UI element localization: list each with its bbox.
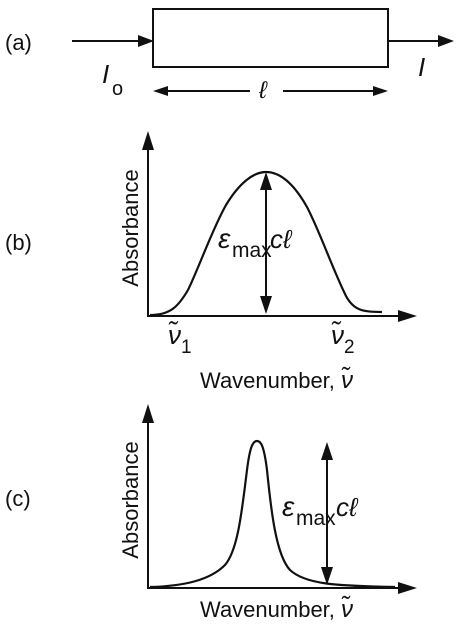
panel-a: (a) I o I ℓ (5, 8, 454, 104)
panel-b-y-axis-label: Absorbance (118, 169, 143, 286)
panel-b-label: (b) (5, 230, 32, 255)
panel-b-peak-concentration-length: cℓ (270, 224, 293, 254)
transmitted-beam-arrowhead (438, 35, 454, 47)
panel-b-tick-nu1-subscript: 1 (181, 337, 192, 358)
incident-intensity-subscript: o (112, 78, 123, 100)
path-length-label: ℓ (258, 77, 268, 104)
panel-b-x-axis-label: Wavenumber, ν̃ (200, 367, 353, 394)
panel-c-peak-concentration-length: cℓ (336, 492, 359, 522)
panel-c-sharp-absorption-band (149, 439, 396, 589)
incident-beam-arrowhead (138, 35, 154, 47)
panel-c-peak-height-bottom-arrowhead (321, 567, 333, 585)
path-length-left-arrowhead (153, 86, 168, 96)
panel-b-tick-nu2: ν̃ (331, 320, 344, 350)
panel-b-peak-epsilon: ε (218, 223, 231, 254)
panel-c-peak-epsilon: ε (282, 491, 295, 522)
path-length-right-arrowhead (373, 86, 388, 96)
panel-c-peak-subscript: max (296, 507, 336, 530)
panel-c-peak-height-top-arrowhead (321, 442, 333, 460)
panel-a-label: (a) (5, 30, 32, 55)
incident-intensity-label: I (102, 59, 109, 89)
panel-b-peak-height-bottom-arrowhead (260, 296, 272, 314)
panel-b-peak-subscript: max (232, 239, 272, 262)
panel-c-label: (c) (5, 486, 31, 511)
panel-b-x-axis-arrowhead (398, 310, 417, 322)
transmitted-intensity-label: I (418, 52, 425, 82)
panel-b-y-axis-arrowhead (142, 131, 154, 150)
panel-c-x-axis-arrowhead (398, 582, 417, 594)
panel-b: (b) Absorbance ε max cℓ ν̃ 1 ν̃ 2 Wavenu… (5, 131, 417, 394)
sample-cell (152, 8, 389, 68)
panel-b-tick-nu1: ν̃ (168, 320, 181, 350)
panel-c-x-axis-label: Wavenumber, ν̃ (200, 596, 353, 623)
panel-b-peak-height-top-arrowhead (260, 172, 272, 190)
panel-c-y-axis-arrowhead (142, 404, 154, 423)
panel-c: (c) Absorbance ε max cℓ Wavenumber, ν̃ (5, 404, 417, 623)
panel-b-tick-nu2-subscript: 2 (344, 337, 355, 358)
panel-c-y-axis-label: Absorbance (118, 441, 143, 558)
